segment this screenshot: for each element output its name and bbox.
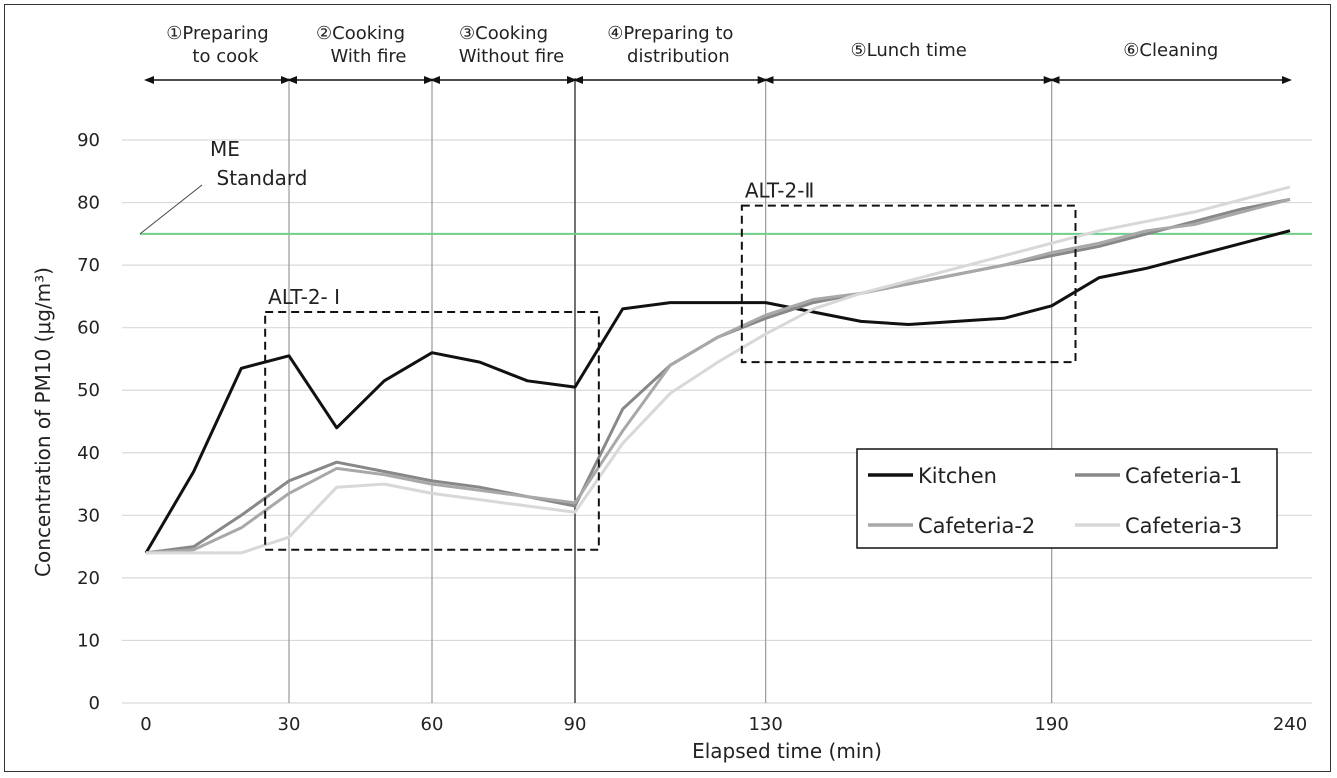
phase-label: ③Cooking bbox=[459, 23, 548, 44]
y-tick-label: 60 bbox=[77, 318, 100, 339]
phase-label-line2: distribution bbox=[627, 46, 730, 67]
x-tick-label: 60 bbox=[421, 714, 444, 735]
annotation-box-label: ALT-2-Ⅱ bbox=[745, 179, 814, 203]
legend-label: Kitchen bbox=[918, 464, 997, 488]
standard-label: ME bbox=[210, 137, 240, 161]
annotation-box-label: ALT-2- Ⅰ bbox=[268, 285, 340, 309]
phase-divider-lines bbox=[288, 78, 1053, 703]
phase-label: ⑥Cleaning bbox=[1123, 40, 1218, 61]
x-tick-label: 90 bbox=[564, 714, 587, 735]
phase-label-line2: With fire bbox=[330, 46, 406, 67]
chart-frame bbox=[4, 4, 1331, 772]
legend-label: Cafeteria-3 bbox=[1125, 514, 1242, 538]
y-tick-label: 80 bbox=[77, 193, 100, 214]
y-tick-label: 40 bbox=[77, 443, 100, 464]
y-axis-label: Concentration of PM10 (μg/m³) bbox=[31, 267, 55, 577]
y-tick-label: 90 bbox=[77, 130, 100, 151]
legend-label: Cafeteria-2 bbox=[918, 514, 1035, 538]
standard-leader bbox=[139, 184, 203, 235]
phase-label: ⑤Lunch time bbox=[850, 40, 966, 61]
series-line-cafeteria-3 bbox=[146, 185, 1291, 555]
x-tick-label: 0 bbox=[140, 714, 151, 735]
y-tick-label: 0 bbox=[89, 693, 100, 714]
phase-label-line2: to cook bbox=[192, 46, 259, 67]
legend-label: Cafeteria-1 bbox=[1125, 464, 1242, 488]
y-tick-label: 30 bbox=[77, 505, 100, 526]
phase-label: ②Cooking bbox=[316, 23, 405, 44]
y-tick-label: 20 bbox=[77, 568, 100, 589]
me-standard-line: ME Standard bbox=[139, 137, 1312, 235]
x-tick-label: 30 bbox=[278, 714, 301, 735]
legend: Kitchen Cafeteria-1 Cafeteria-2 Cafeteria-3 bbox=[856, 448, 1278, 549]
series-line-cafeteria-2 bbox=[145, 197, 1291, 555]
annotation-box bbox=[740, 204, 1077, 364]
standard-label-line2: Standard bbox=[217, 166, 308, 190]
axis-ticks: 0 10 20 30 40 50 60 70 80 90 0 30 60 90 130 190 240 bbox=[77, 130, 1307, 735]
series-lines bbox=[144, 185, 1291, 555]
annotation-boxes: ALT-2- Ⅰ ALT-2-Ⅱ bbox=[264, 179, 1077, 551]
x-tick-label: 130 bbox=[748, 714, 782, 735]
y-tick-label: 50 bbox=[77, 380, 100, 401]
x-tick-label: 190 bbox=[1034, 714, 1068, 735]
x-axis-label: Elapsed time (min) bbox=[692, 739, 882, 763]
y-tick-label: 70 bbox=[77, 255, 100, 276]
phase-label: ④Preparing to bbox=[607, 23, 733, 44]
legend-box bbox=[856, 448, 1278, 549]
y-tick-label: 10 bbox=[77, 630, 100, 651]
phase-label: ①Preparing bbox=[166, 23, 268, 44]
series-line-kitchen bbox=[144, 229, 1291, 554]
x-tick-label: 240 bbox=[1273, 714, 1307, 735]
phase-label-line2: Without fire bbox=[459, 46, 565, 67]
